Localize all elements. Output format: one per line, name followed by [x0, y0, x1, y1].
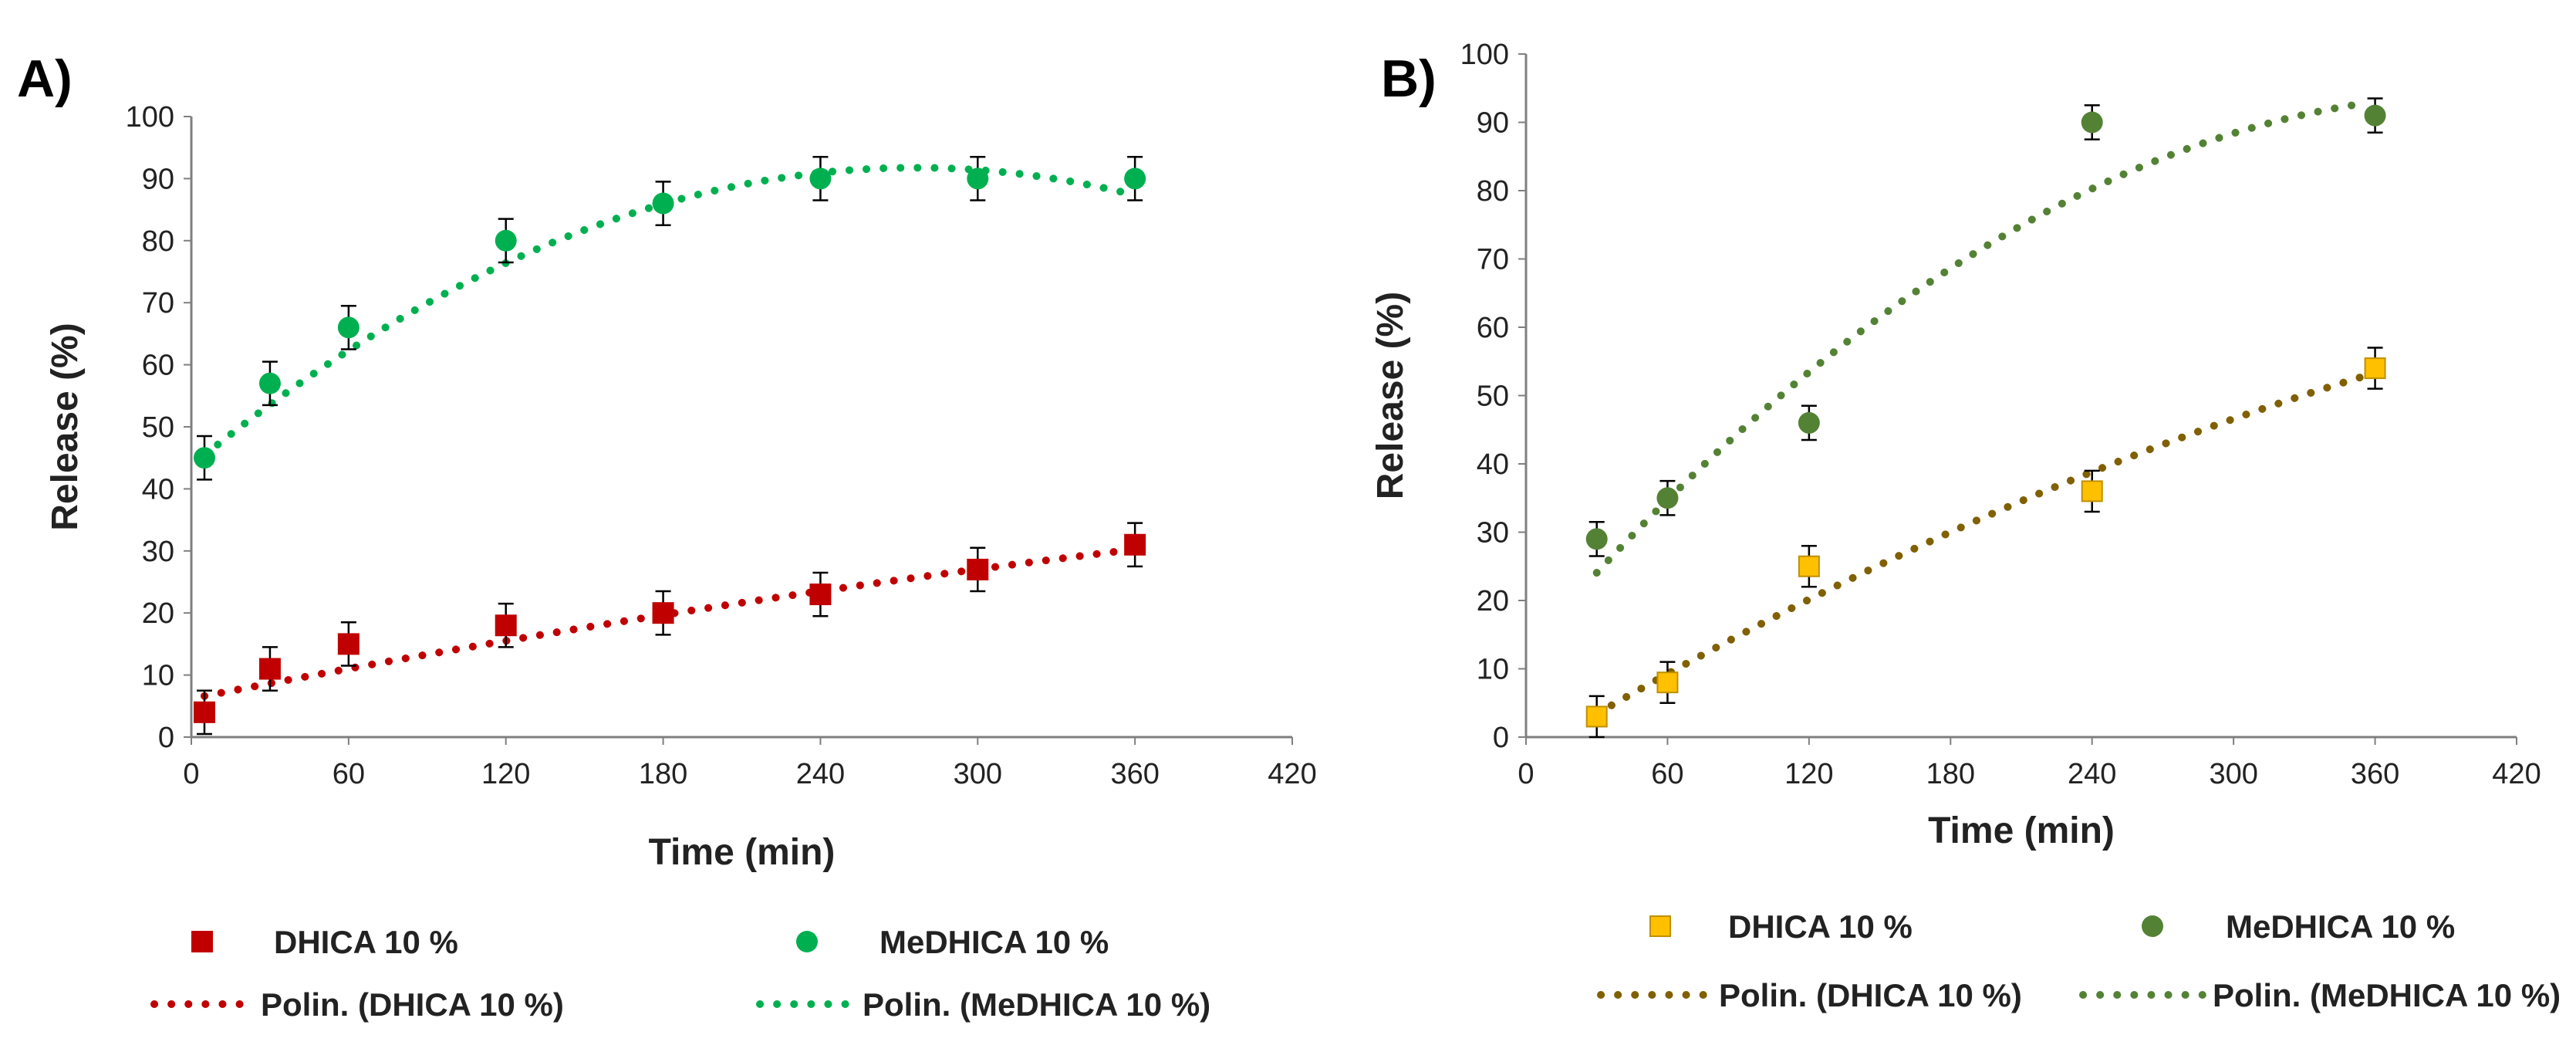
y-tick-label: 20: [142, 597, 174, 630]
legend-label: Polin. (DHICA 10 %): [261, 986, 564, 1023]
x-tick-label: 240: [2068, 758, 2116, 790]
y-tick-label: 80: [1477, 175, 1509, 208]
x-tick-label: 240: [796, 758, 845, 790]
data-point-medhica: [1585, 528, 1608, 550]
data-point-medhica: [809, 167, 832, 190]
data-point-medhica: [652, 192, 674, 215]
x-tick-label: 420: [1268, 758, 1316, 790]
y-tick-label: 70: [1477, 244, 1509, 276]
x-tick-label: 180: [1926, 758, 1975, 790]
y-tick-label: 10: [142, 660, 174, 692]
data-point-medhica: [1124, 167, 1146, 190]
legend-label: Polin. (DHICA 10 %): [1719, 977, 2022, 1013]
legend-marker-medhica: [796, 931, 818, 952]
trendline-medhica: [201, 164, 1139, 459]
x-tick-label: 180: [639, 758, 687, 790]
x-axis-title: Time (min): [649, 832, 836, 873]
x-tick-label: 360: [2351, 758, 2399, 790]
y-axis-title: Release (%): [1370, 292, 1411, 499]
y-tick-label: 0: [158, 722, 174, 754]
y-tick-label: 60: [142, 350, 174, 382]
legend-marker-dhica: [191, 931, 213, 952]
y-tick-label: 0: [1493, 722, 1509, 754]
x-tick-label: 60: [1651, 758, 1683, 790]
data-point-dhica: [1124, 533, 1146, 556]
y-tick-label: 90: [1477, 107, 1509, 140]
data-point-dhica: [193, 701, 215, 723]
legend-label: Polin. (MeDHICA 10 %): [2213, 977, 2561, 1013]
data-point-dhica: [2081, 480, 2103, 502]
x-tick-label: 420: [2492, 758, 2541, 790]
data-point-dhica: [809, 584, 832, 606]
data-point-dhica: [1656, 671, 1679, 694]
y-tick-label: 30: [142, 536, 174, 568]
data-point-dhica: [495, 614, 517, 637]
panel-label-a: A): [17, 49, 73, 108]
y-tick-label: 100: [1460, 39, 1509, 71]
data-point-medhica: [967, 167, 989, 190]
legend-b: DHICA 10 % MeDHICA 10 % Polin. (DHICA 10 %…: [1597, 908, 2561, 1013]
legend-marker-dhica: [1649, 915, 1671, 937]
trendline-dhica: [1592, 369, 2379, 718]
trendline-medhica: [1592, 100, 2368, 577]
legend-label: MeDHICA 10 %: [2226, 908, 2455, 945]
data-point-medhica: [2081, 111, 2103, 134]
x-tick-label: 300: [2209, 758, 2257, 790]
data-point-medhica: [193, 447, 215, 469]
legend-label: MeDHICA 10 %: [879, 924, 1109, 960]
data-point-dhica: [258, 658, 281, 680]
y-tick-label: 50: [142, 411, 174, 444]
data-point-dhica: [652, 602, 674, 624]
data-point-medhica: [2364, 104, 2386, 127]
y-axis-title: Release (%): [45, 323, 86, 530]
panel-label-b: B): [1381, 49, 1437, 108]
y-tick-label: 50: [1477, 381, 1509, 413]
data-point-dhica: [2364, 357, 2386, 380]
legend-label: Polin. (MeDHICA 10 %): [863, 986, 1210, 1023]
y-tick-label: 100: [126, 101, 174, 134]
y-tick-label: 70: [142, 287, 174, 320]
y-tick-label: 90: [142, 163, 174, 195]
x-tick-label: 120: [1784, 758, 1833, 790]
x-tick-label: 360: [1110, 758, 1159, 790]
y-tick-label: 30: [1477, 517, 1509, 550]
y-tick-label: 20: [1477, 585, 1509, 617]
legend-label: DHICA 10 %: [274, 924, 458, 960]
y-tick-label: 40: [1477, 448, 1509, 481]
legend-label: DHICA 10 %: [1728, 908, 1913, 945]
x-tick-label: 0: [1518, 758, 1534, 790]
y-tick-label: 60: [1477, 312, 1509, 344]
x-tick-label: 300: [954, 758, 1002, 790]
panel-a-chart: A) 0 10 20 30 40 50 60 70 80 90 100 0 60 120 180 240 300 3…: [17, 49, 1317, 1023]
x-tick-label: 0: [183, 758, 199, 790]
legend-a: DHICA 10 % MeDHICA 10 % Polin. (DHICA 10 %…: [150, 924, 1210, 1023]
y-tick-label: 40: [142, 473, 174, 506]
x-tick-label: 60: [333, 758, 365, 790]
data-point-medhica: [337, 316, 360, 339]
y-tick-label: 10: [1477, 654, 1509, 686]
data-point-dhica: [967, 558, 989, 580]
x-tick-label: 120: [481, 758, 530, 790]
data-point-medhica: [1798, 411, 1820, 434]
x-axis-title: Time (min): [1928, 810, 2115, 851]
data-point-dhica: [337, 633, 360, 655]
data-point-dhica: [1585, 705, 1608, 728]
legend-marker-medhica: [2142, 915, 2163, 937]
y-tick-label: 80: [142, 225, 174, 258]
data-point-medhica: [1656, 487, 1679, 509]
data-point-medhica: [495, 229, 517, 252]
data-point-dhica: [1798, 555, 1820, 577]
data-point-medhica: [258, 372, 281, 394]
panel-b-chart: B) 0 10 20 30 40 50 60 70 80 90 100 0 60 120 180 240 300 3…: [1370, 39, 2561, 1013]
